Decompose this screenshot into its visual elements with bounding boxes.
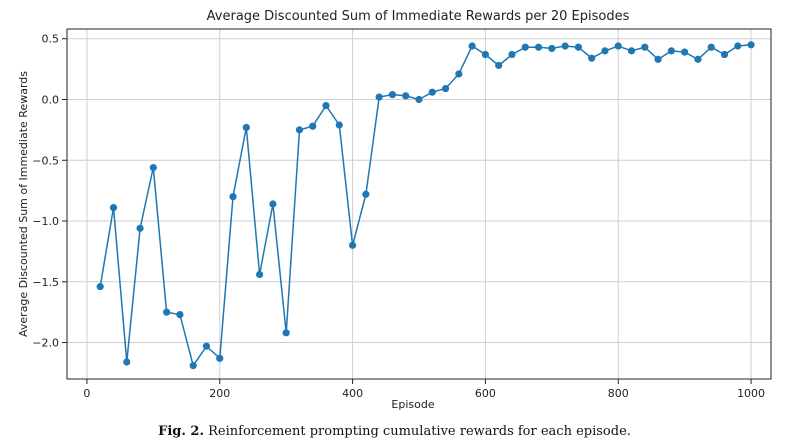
- data-point: [627, 47, 636, 55]
- data-point: [348, 241, 357, 249]
- y-tick-label: 0.0: [42, 93, 60, 106]
- y-axis-label: Average Discounted Sum of Immediate Rewa…: [17, 71, 30, 337]
- x-tick-label: 1000: [737, 387, 765, 400]
- data-point: [734, 42, 742, 50]
- data-point: [588, 54, 596, 62]
- data-point: [96, 283, 104, 291]
- data-point: [189, 362, 197, 370]
- data-point: [654, 55, 662, 63]
- data-point: [216, 354, 224, 362]
- data-point: [176, 310, 184, 319]
- y-tick-label: −0.5: [32, 154, 59, 167]
- data-point: [109, 204, 118, 212]
- data-point: [495, 61, 503, 70]
- data-point: [481, 50, 490, 59]
- data-point: [202, 342, 211, 350]
- data-point: [428, 88, 436, 96]
- data-point: [681, 48, 689, 56]
- data-point: [269, 200, 277, 208]
- data-point: [282, 329, 290, 337]
- data-point: [614, 42, 622, 50]
- data-point: [309, 122, 317, 130]
- line-chart: Average Discounted Sum of Immediate Rewa…: [17, 9, 772, 411]
- caption-text: Reinforcement prompting cumulative rewar…: [208, 424, 631, 439]
- data-point: [402, 92, 410, 100]
- data-point: [388, 91, 397, 99]
- data-point: [136, 224, 144, 232]
- data-point: [415, 95, 423, 104]
- data-point: [229, 193, 237, 201]
- x-tick-label: 600: [475, 387, 496, 400]
- y-axis-ticks: 0.5 0.0 −0.5 −1.0 −1.5 −2.0: [32, 33, 67, 350]
- y-tick-label: −1.5: [32, 276, 59, 289]
- data-point: [149, 163, 157, 172]
- y-tick-label: −2.0: [32, 337, 59, 350]
- figure-caption: Fig. 2. Reinforcement prompting cumulati…: [0, 424, 789, 439]
- data-point: [455, 70, 463, 78]
- data-point: [468, 42, 476, 50]
- x-axis-ticks: 0 200 400 600 800 1000: [83, 379, 765, 400]
- data-point: [548, 44, 556, 53]
- x-tick-label: 400: [342, 387, 363, 400]
- data-point: [641, 43, 649, 51]
- data-point: [242, 123, 250, 132]
- data-point: [534, 43, 543, 51]
- data-point: [163, 308, 171, 316]
- data-point: [561, 42, 569, 50]
- x-tick-label: 0: [83, 387, 90, 400]
- caption-label: Fig. 2.: [158, 424, 204, 439]
- data-point: [295, 126, 304, 134]
- plot-frame: [66, 28, 772, 380]
- x-tick-label: 200: [209, 387, 230, 400]
- data-point: [720, 50, 729, 59]
- data-point: [322, 101, 330, 110]
- grid: [67, 29, 771, 379]
- series-group: [96, 41, 755, 370]
- x-tick-label: 800: [608, 387, 629, 400]
- data-point: [441, 84, 450, 93]
- data-point: [362, 190, 370, 198]
- data-point: [123, 358, 131, 366]
- data-point: [335, 121, 343, 129]
- data-point: [707, 43, 715, 51]
- chart-title: Average Discounted Sum of Immediate Rewa…: [207, 9, 630, 24]
- data-point: [375, 93, 383, 101]
- data-point: [521, 43, 529, 51]
- data-point: [667, 47, 675, 55]
- data-point: [747, 41, 755, 49]
- y-tick-label: −1.0: [32, 215, 59, 228]
- data-point: [508, 50, 516, 59]
- data-point: [694, 55, 702, 63]
- y-tick-label: 0.5: [42, 33, 60, 46]
- series-line: [99, 44, 752, 368]
- data-point: [601, 47, 609, 55]
- data-point: [256, 270, 264, 279]
- x-axis-label: Episode: [391, 398, 434, 411]
- data-point: [574, 43, 582, 51]
